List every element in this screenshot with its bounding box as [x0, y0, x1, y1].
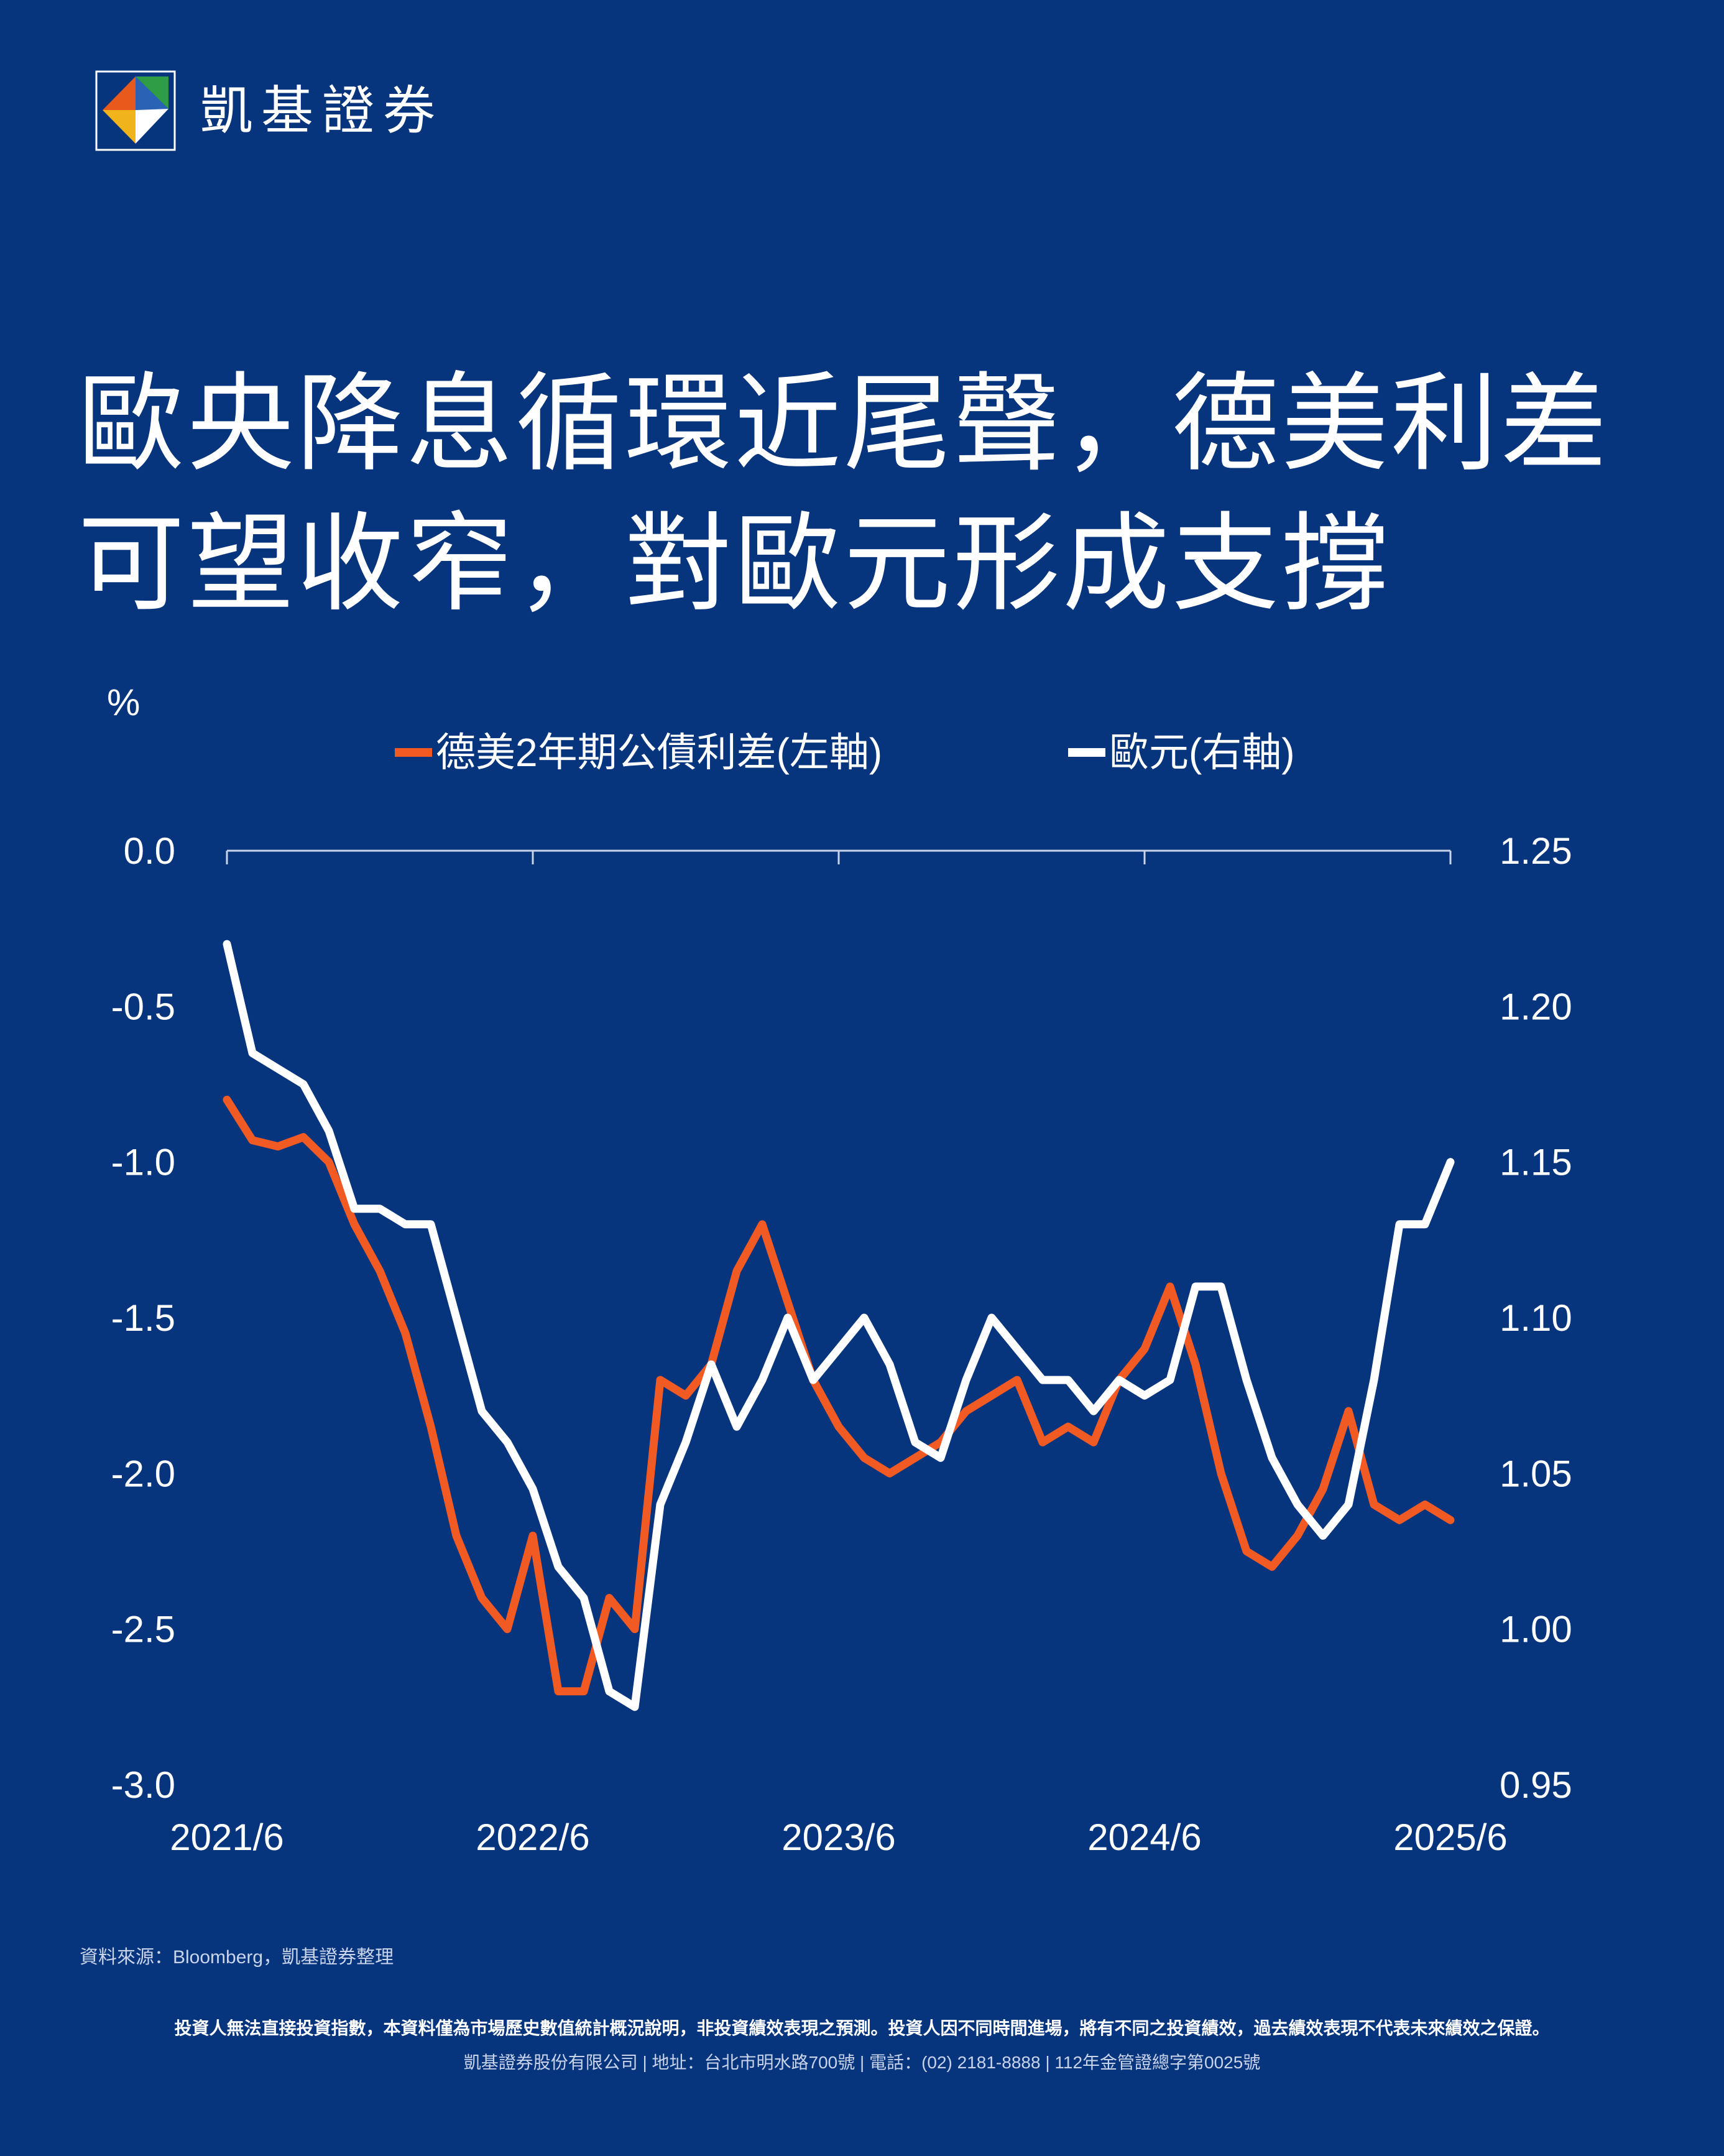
right-y-tick-label: 1.20 [1500, 986, 1572, 1027]
right-y-tick-label: 1.25 [1500, 830, 1572, 872]
left-y-tick-label: 0.0 [124, 830, 175, 872]
data-source-note: 資料來源：Bloomberg，凱基證券整理 [80, 1947, 394, 1968]
x-tick-label: 2024/6 [1087, 1816, 1202, 1858]
company-info: 凱基證券股份有限公司 | 地址：台北市明水路700號 | 電話：(02) 218… [463, 2053, 1261, 2072]
title-line-1: 歐央降息循環近尾聲，德美利差 [78, 364, 1610, 484]
left-y-tick-label: -1.0 [111, 1142, 175, 1183]
left-y-tick-label: -1.5 [111, 1297, 175, 1339]
logo-white-shard [136, 109, 168, 144]
left-y-tick-label: -3.0 [111, 1764, 175, 1806]
x-tick-label: 2021/6 [170, 1816, 284, 1858]
disclaimer-text: 投資人無法直接投資指數，本資料僅為市場歷史數值統計概況說明，非投資績效表現之預測… [174, 2019, 1550, 2038]
right-y-tick-label: 1.00 [1500, 1609, 1572, 1650]
page-title: 歐央降息循環近尾聲，德美利差 可望收窄，對歐元形成支撐 [78, 354, 1669, 634]
right-y-tick-label: 1.10 [1500, 1297, 1572, 1339]
x-tick-label: 2025/6 [1393, 1816, 1508, 1858]
right-y-tick-label: 1.05 [1500, 1453, 1572, 1494]
left-y-tick-label: -2.5 [111, 1609, 175, 1650]
logo-blue-shard [136, 76, 168, 110]
unit-label: % [107, 682, 140, 723]
brand-logo [95, 70, 176, 151]
legend-label: 歐元(右軸) [1109, 730, 1295, 775]
legend-label: 德美2年期公債利差(左軸) [436, 730, 882, 775]
title-line-2: 可望收窄，對歐元形成支撐 [78, 504, 1391, 624]
x-tick-label: 2022/6 [476, 1816, 590, 1858]
spread-eur-chart: 2021/6 2022/6 2023/6 2024/6 2025/6 0.0 -0.5 -1.… [107, 682, 1572, 1858]
eur-series-line [223, 940, 1455, 1711]
x-tick-label: 2023/6 [781, 1816, 896, 1858]
left-y-tick-label: -0.5 [111, 986, 175, 1027]
right-y-tick-label: 1.15 [1500, 1142, 1572, 1183]
logo-orange-shard [103, 76, 136, 110]
brand-name: 凱基證券 [200, 81, 445, 140]
left-y-tick-label: -2.0 [111, 1453, 175, 1494]
spread-series-line [223, 1096, 1455, 1696]
right-y-tick-label: 0.95 [1500, 1764, 1572, 1806]
logo-yellow-shard [103, 110, 136, 144]
